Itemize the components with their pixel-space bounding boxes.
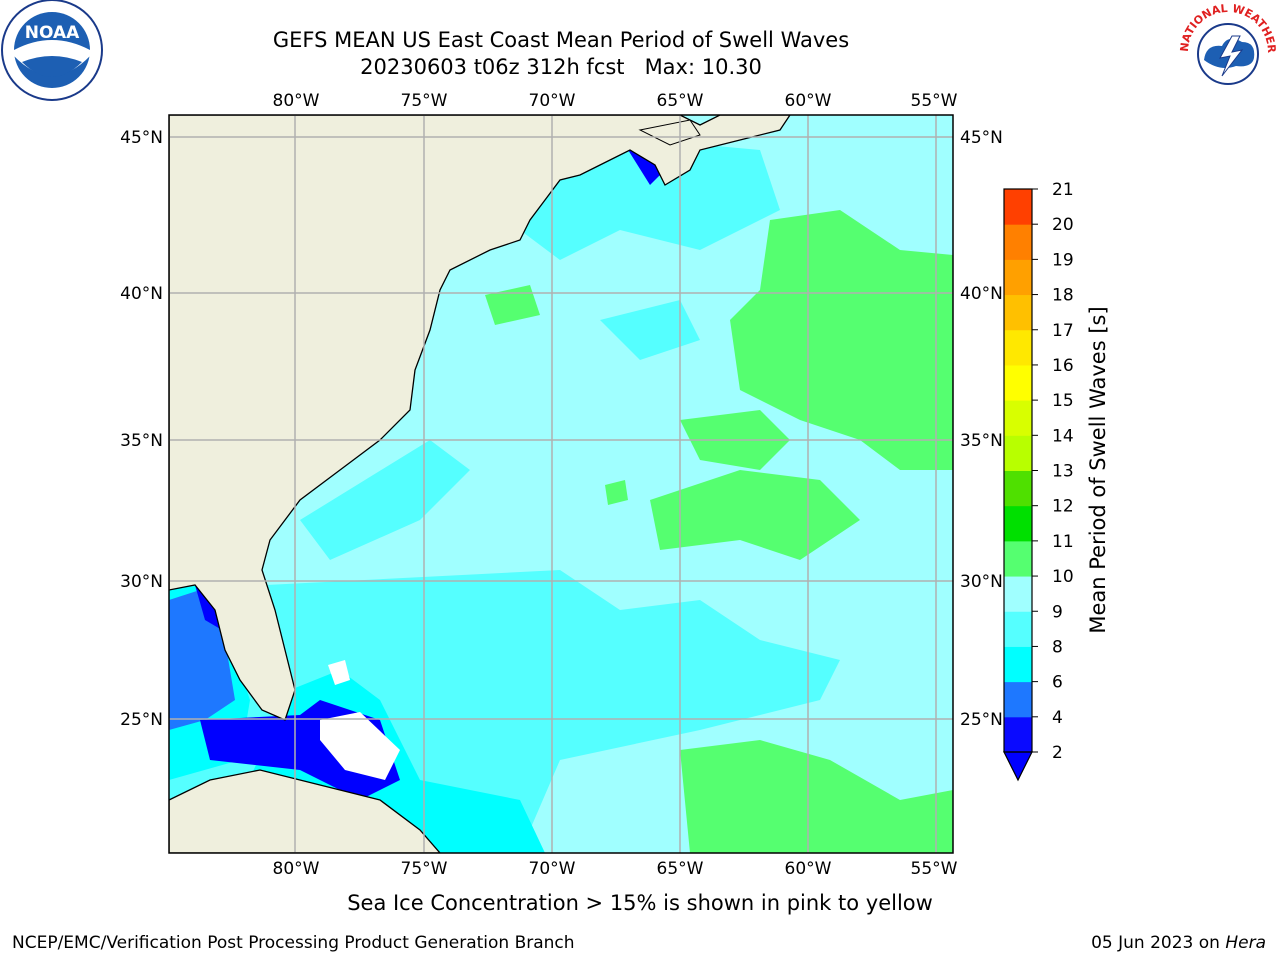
colorbar-tick-label: 9 <box>1052 602 1063 622</box>
swell-2-4-gulf <box>169 590 235 730</box>
map-gridlines <box>169 115 953 853</box>
colorbar-segment <box>1004 505 1032 542</box>
colorbar-segment <box>1004 540 1032 577</box>
colorbar-tick-label: 19 <box>1052 250 1074 270</box>
nova-scotia <box>638 119 701 146</box>
footer-date-text: 05 Jun 2023 on <box>1091 933 1220 953</box>
sea-ice-caption: Sea Ice Concentration > 15% is shown in … <box>0 891 1280 915</box>
colorbar-extend-triangle <box>1003 751 1033 782</box>
us-mainland <box>169 115 791 721</box>
colorbar-tick-label: 13 <box>1052 462 1074 482</box>
colorbar-tick-label: 8 <box>1052 637 1063 657</box>
lat-label-right: 35°N <box>960 431 1003 451</box>
colorbar-tick-label: 16 <box>1052 356 1074 376</box>
lat-label-left: 25°N <box>120 710 163 730</box>
lon-label-top: 80°W <box>273 91 320 111</box>
colorbar-tick-label: 10 <box>1052 567 1074 587</box>
swell-9-10-southeast <box>680 740 953 853</box>
lon-labels-bottom: 80°W 75°W 70°W 65°W 60°W 55°W <box>273 859 958 879</box>
map-plot-area <box>169 115 953 853</box>
cuba <box>169 769 441 853</box>
colorbar-segment <box>1004 189 1032 225</box>
lat-label-left: 30°N <box>120 572 163 592</box>
colorbar-segment <box>1004 435 1032 471</box>
lon-label-top: 65°W <box>657 91 704 111</box>
lon-label-top: 75°W <box>401 91 448 111</box>
colorbar-segment <box>1004 470 1032 507</box>
lon-label-bottom: 70°W <box>529 859 576 879</box>
lat-label-right: 40°N <box>960 284 1003 304</box>
lon-label-top: 55°W <box>911 91 958 111</box>
colorbar-segment <box>1004 716 1032 753</box>
swell-9-10-northeast <box>730 210 953 470</box>
colorbar-segment <box>1004 294 1032 331</box>
swell-6-8-patch <box>600 300 700 360</box>
lat-label-left: 35°N <box>120 431 163 451</box>
lat-label-right: 25°N <box>960 710 1003 730</box>
lon-label-top: 70°W <box>529 91 576 111</box>
noaa-logo: NOAA <box>1 0 103 101</box>
colorbar-title: Mean Period of Swell Waves [s] <box>1086 306 1110 634</box>
colorbar-tick-label: 6 <box>1052 673 1063 693</box>
colorbar-segment <box>1004 611 1032 647</box>
colorbar-tick-label: 21 <box>1052 180 1074 200</box>
colorbar-tick-label: 17 <box>1052 321 1074 341</box>
footer-credit: NCEP/EMC/Verification Post Processing Pr… <box>12 933 575 953</box>
colorbar-segment <box>1004 576 1032 612</box>
colorbar-tick-label: 15 <box>1052 391 1074 411</box>
colorbar-segment <box>1004 329 1032 366</box>
little-bahama-bank <box>328 660 350 685</box>
chart-subtitle: 20230603 t06z 312h fcst Max: 10.30 <box>360 55 762 79</box>
sea-ice-caption-text: Sea Ice Concentration > 15% is shown in … <box>347 891 933 915</box>
colorbar-segment <box>1004 400 1032 436</box>
noaa-logo-text: NOAA <box>25 23 80 43</box>
lon-label-top: 60°W <box>785 91 832 111</box>
colorbar-segment <box>1004 259 1032 296</box>
lat-label-right: 45°N <box>960 128 1003 148</box>
chart-title: GEFS MEAN US East Coast Mean Period of S… <box>272 28 850 52</box>
lon-label-bottom: 55°W <box>911 859 958 879</box>
colorbar-segment <box>1004 364 1032 401</box>
bahamas-bank <box>320 712 400 780</box>
lon-labels-top: 80°W 75°W 70°W 65°W 60°W 55°W <box>273 91 958 111</box>
map-frame <box>168 114 954 854</box>
swell-9-10-patch-c <box>485 285 540 325</box>
colorbar-tick-label: 14 <box>1052 426 1074 446</box>
footer-host: Hera <box>1225 933 1266 953</box>
colorbar-tick-label: 11 <box>1052 532 1074 552</box>
swell-under-2-bigbend <box>195 585 222 630</box>
lat-labels-right: 45°N 40°N 35°N 30°N 25°N <box>960 128 1003 730</box>
colorbar: 2 4 6 8 9 10 11 12 13 14 15 16 17 18 19 20 21 <box>1003 180 1074 782</box>
swell-9-10-patch-d <box>605 480 628 505</box>
nws-logo: NATIONAL WEATHER SERVICE <box>1176 0 1278 100</box>
lon-label-bottom: 75°W <box>401 859 448 879</box>
colorbar-tick-label: 20 <box>1052 215 1074 235</box>
lon-label-bottom: 60°W <box>785 859 832 879</box>
lon-label-bottom: 80°W <box>273 859 320 879</box>
lat-label-left: 40°N <box>120 284 163 304</box>
lat-label-left: 45°N <box>120 128 163 148</box>
lat-labels-left: 45°N 40°N 35°N 30°N 25°N <box>120 128 163 730</box>
lon-label-bottom: 65°W <box>657 859 704 879</box>
colorbar-segment <box>1004 224 1032 260</box>
colorbar-segment <box>1004 646 1032 683</box>
lat-label-right: 30°N <box>960 572 1003 592</box>
swell-6-8-coastal <box>300 440 470 560</box>
colorbar-tick-label: 4 <box>1052 708 1063 728</box>
footer-date: 05 Jun 2023 on Hera <box>1091 933 1266 953</box>
colorbar-tick-label: 12 <box>1052 497 1074 517</box>
colorbar-tick-label: 2 <box>1052 743 1063 763</box>
colorbar-segment <box>1004 681 1032 718</box>
colorbar-tick-label: 18 <box>1052 286 1074 306</box>
